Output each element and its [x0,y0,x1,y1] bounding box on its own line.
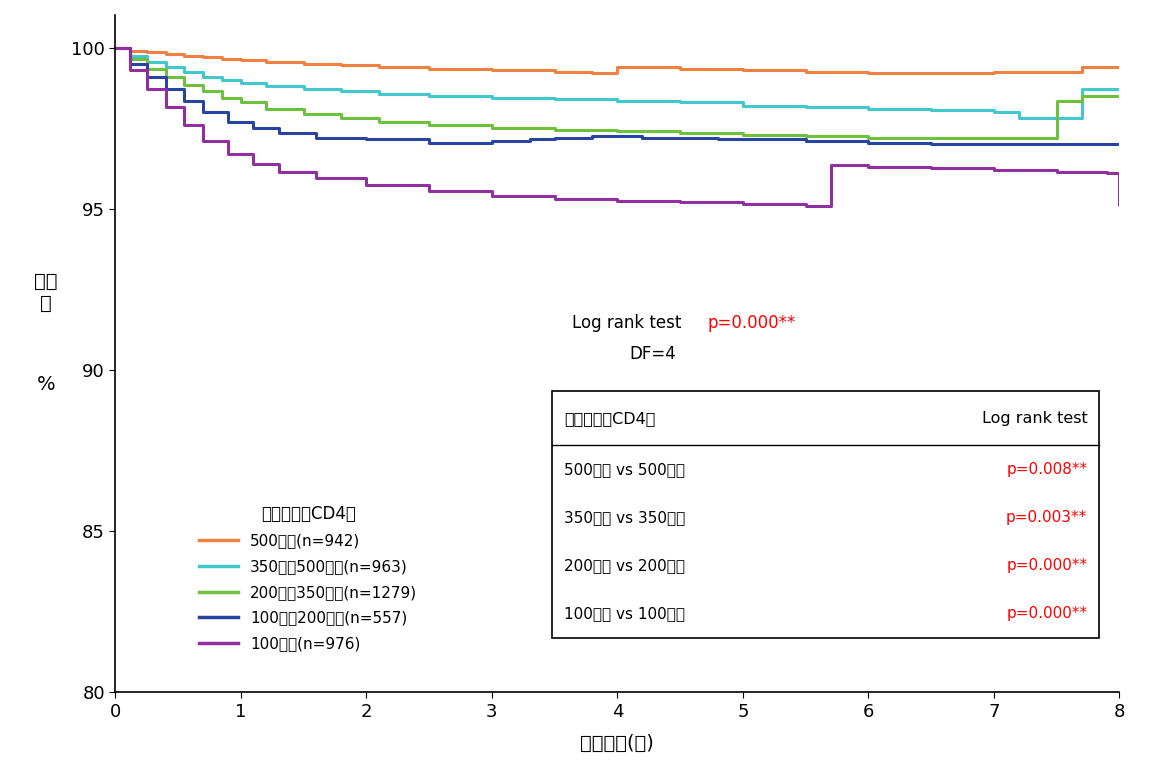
Text: DF=4: DF=4 [629,345,676,363]
Text: p=0.000**: p=0.000** [1006,607,1087,621]
Text: Log rank test: Log rank test [982,411,1087,425]
Text: p=0.008**: p=0.008** [1006,462,1087,477]
X-axis label: 生存年数(年): 生存年数(年) [580,734,654,754]
Text: p=0.003**: p=0.003** [1006,510,1087,525]
Text: p=0.000**: p=0.000** [707,315,796,332]
Text: %: % [37,375,55,394]
Bar [552,391,1100,638]
Text: 100未満 vs 100以上: 100未満 vs 100以上 [564,607,685,621]
Text: Log rank test: Log rank test [572,315,692,332]
Text: 200未満 vs 200以上: 200未満 vs 200以上 [564,558,685,573]
Legend: 500以上(n=942), 350以上500未満(n=963), 200以上350未満(n=1279), 100以上200未満(n=557), 100未満(n=: 500以上(n=942), 350以上500未満(n=963), 200以上35… [194,499,424,657]
Text: p=0.000**: p=0.000** [1006,558,1087,573]
Text: 生存
率: 生存 率 [35,271,58,313]
Text: 治療開始時CD4数: 治療開始時CD4数 [564,411,655,425]
Text: 500未満 vs 500以上: 500未満 vs 500以上 [564,462,685,477]
Text: 350未満 vs 350以上: 350未満 vs 350以上 [564,510,685,525]
